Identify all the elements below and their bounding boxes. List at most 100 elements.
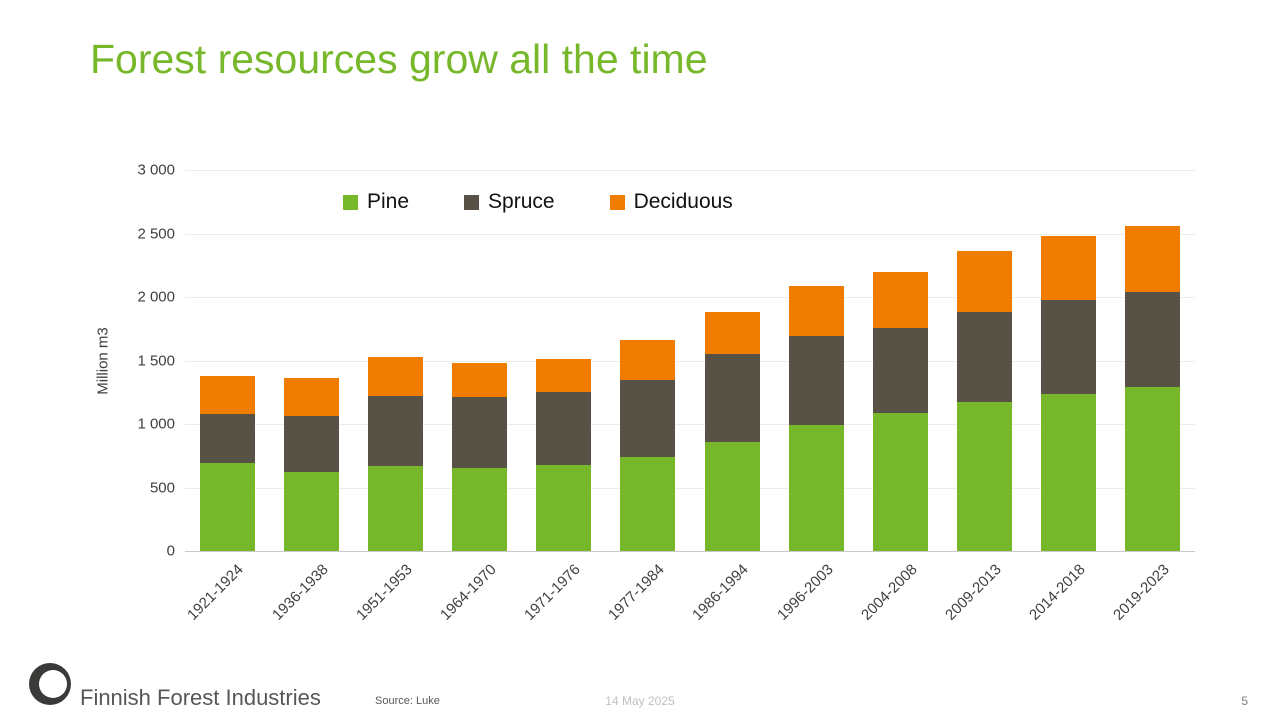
legend-label: Deciduous [633,190,733,213]
x-tick-label: 2014-2018 [1026,561,1089,624]
x-axis-labels: 1921-1924 1936-1938 1951-1953 1964-1970 1971… [184,551,1195,651]
legend-swatch [343,194,358,210]
gridlines-layer [185,170,1195,552]
legend: Pine Spruce Deciduous [343,190,733,214]
x-tick-label: 2009-2013 [941,561,1005,624]
footer-date: 14 May 2025 [605,694,675,708]
y-tick-label: 0 [166,542,175,560]
bar-segment-deciduous [788,285,844,337]
footer-brand: Finnish Forest Industries [80,685,321,710]
bar-1986-1994 [690,170,774,551]
gridline [185,424,1195,425]
bar-segment-deciduous [1125,225,1181,292]
y-tick-label: 2 500 [137,225,175,242]
bar-segment-spruce [536,392,592,465]
legend-label: Spruce [488,190,555,213]
legend-item-spruce: Spruce [464,190,555,214]
bar-segment-deciduous [872,271,928,328]
bar-1971-1976 [522,170,606,551]
bar-segment-deciduous [957,251,1013,313]
bar-1964-1970 [438,170,522,551]
stacked-bar [957,170,1013,551]
bar-segment-deciduous [367,356,423,397]
bar-segment-pine [704,441,760,551]
bar-segment-pine [872,412,928,551]
stacked-bar [536,170,592,551]
bar-2014-2018 [1027,170,1111,551]
gridline [185,170,1195,171]
bar-segment-pine [620,457,676,551]
y-tick-label: 500 [149,479,175,496]
x-tick-label: 1921-1924 [184,561,248,624]
legend-item-pine: Pine [343,190,409,214]
bar-segment-spruce [957,312,1013,403]
stacked-bar [199,170,255,551]
stacked-bar [620,170,676,551]
bar-segment-spruce [704,354,760,442]
gridline [185,233,1195,235]
bar-segment-pine [1125,387,1181,551]
bar-segment-spruce [283,416,339,473]
gridline [185,487,1195,489]
bar-1921-1924 [185,170,269,551]
finnish-forest-industries-logo-icon [28,662,72,711]
y-axis-labels: 0 500 1 000 1 500 2 000 2 500 3 000 [105,162,185,560]
bar-1936-1938 [269,170,353,551]
x-tick-label: 1986-1994 [689,561,753,624]
legend-swatch [464,194,480,210]
y-tick-label: 1 500 [137,352,175,369]
bar-segment-deciduous [536,359,592,393]
stacked-bar [367,170,423,551]
bar-segment-spruce [872,327,928,413]
bar-segment-spruce [199,413,255,464]
bar-1977-1984 [606,170,690,551]
bar-1951-1953 [353,170,437,551]
x-tick-label: 1951-1953 [352,561,416,624]
bar-segment-spruce [367,396,423,466]
page-number: 5 [1241,694,1248,708]
x-tick-label: 1971-1976 [521,561,584,624]
bar-segment-pine [283,472,339,551]
stacked-bar-chart: 0 500 1 000 1 500 2 000 2 500 3 000 Million m3… [95,162,1195,624]
y-axis-title: Million m3 [94,326,112,395]
bar-segment-pine [788,425,844,551]
bar-2009-2013 [943,170,1027,551]
bar-segment-spruce [620,379,676,458]
x-tick-label: 2004-2008 [857,561,921,624]
x-tick-label: 1977-1984 [605,561,668,624]
bar-segment-deciduous [283,378,339,417]
bar-segment-pine [536,464,592,551]
bar-segment-spruce [1125,291,1181,388]
stacked-bar [283,170,339,551]
gridline [185,360,1195,362]
bar-2019-2023 [1111,170,1195,551]
bars-layer [185,170,1195,551]
bar-segment-deciduous [452,363,508,398]
stacked-bar [1125,170,1181,551]
stacked-bar [704,170,760,551]
bar-segment-spruce [452,397,508,469]
stacked-bar [452,170,508,551]
legend-swatch [609,194,625,210]
stacked-bar [872,170,928,551]
bar-segment-pine [957,402,1013,551]
legend-item-deciduous: Deciduous [609,190,733,214]
slide-title: Forest resources grow all the time [90,36,708,82]
bar-segment-pine [367,465,423,551]
bar-segment-deciduous [620,340,676,380]
bar-segment-pine [1041,393,1097,551]
y-tick-label: 2 000 [137,288,175,306]
legend-label: Pine [367,190,410,213]
gridline [185,297,1195,298]
bar-segment-spruce [788,336,844,426]
stacked-bar [1041,170,1097,551]
bar-segment-deciduous [199,375,255,414]
gridline [185,551,1195,552]
stacked-bar [788,170,844,551]
bar-segment-spruce [1041,299,1097,394]
x-tick-label: 1996-2003 [773,561,837,624]
y-tick-label: 1 000 [137,415,175,433]
y-tick-label: 3 000 [137,161,175,179]
bar-segment-deciduous [1041,236,1097,300]
